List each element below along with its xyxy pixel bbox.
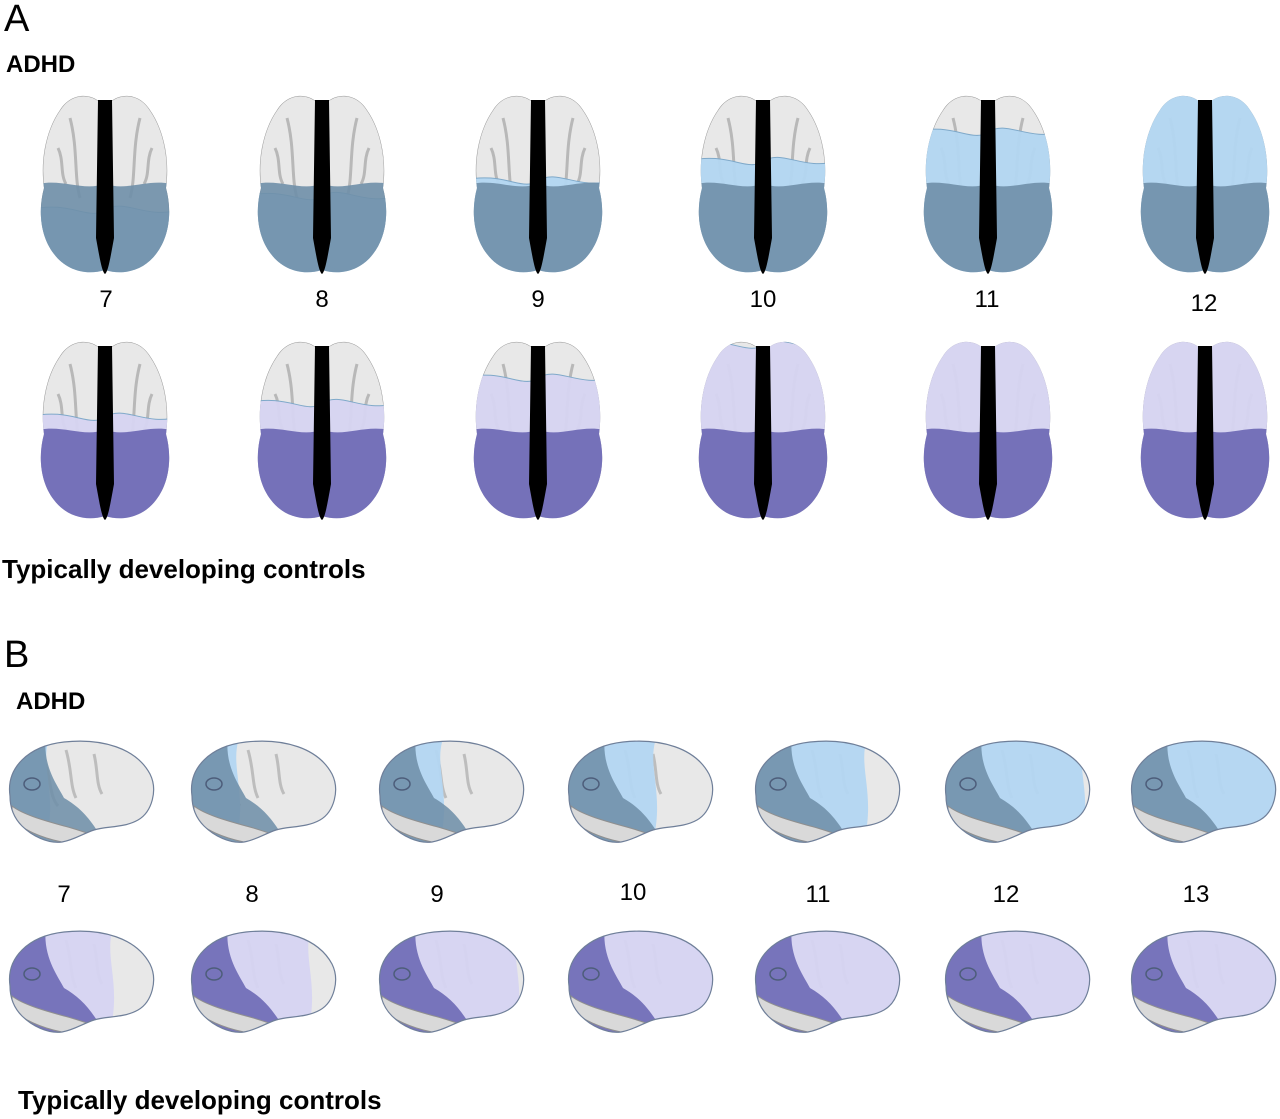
- control-axial-brain-age-9: [473, 341, 603, 520]
- panel-b-letter: B: [4, 634, 30, 676]
- panel-a-age-label: 8: [315, 286, 329, 313]
- panel-b-age-label: 12: [992, 881, 1020, 908]
- adhd-axial-brain-age-12: [1140, 95, 1270, 274]
- panel-a-age-label: 10: [749, 286, 777, 313]
- control-lateral-brain-age-10: [567, 930, 714, 1033]
- panel-b-controls-label: Typically developing controls: [18, 1085, 382, 1115]
- panel-b-age-label: 10: [619, 879, 647, 906]
- panel-b-age-label: 11: [805, 881, 831, 908]
- panel-a-adhd-label: ADHD: [6, 51, 76, 78]
- control-axial-brain-age-11: [923, 341, 1053, 520]
- adhd-axial-brain-age-11: [923, 95, 1053, 274]
- panel-a-age-label: 9: [531, 286, 545, 313]
- adhd-axial-brain-age-10: [698, 95, 828, 274]
- adhd-axial-brain-age-7: [40, 95, 170, 274]
- panel-a-age-label: 7: [99, 286, 113, 313]
- control-axial-brain-age-12: [1140, 341, 1270, 520]
- panel-b-age-label: 9: [430, 881, 444, 908]
- adhd-axial-brain-age-8: [257, 95, 387, 274]
- panel-a-age-label: 12: [1190, 290, 1218, 317]
- control-lateral-brain-age-11: [754, 930, 901, 1033]
- panel-a-letter: A: [4, 0, 30, 40]
- adhd-lateral-brain-age-9: [378, 740, 525, 843]
- control-lateral-brain-age-13: [1130, 930, 1277, 1033]
- adhd-lateral-brain-age-13: [1130, 740, 1277, 843]
- adhd-lateral-brain-age-10: [567, 740, 714, 843]
- panel-b-adhd-label: ADHD: [16, 688, 86, 715]
- control-lateral-brain-age-9: [378, 930, 525, 1033]
- control-axial-brain-age-8: [257, 341, 387, 520]
- control-lateral-brain-age-12: [944, 930, 1091, 1033]
- adhd-lateral-brain-age-7: [8, 740, 155, 843]
- panel-a-controls-label: Typically developing controls: [2, 554, 366, 584]
- adhd-lateral-brain-age-8: [190, 740, 337, 843]
- adhd-lateral-brain-age-11: [754, 740, 901, 843]
- control-axial-brain-age-7: [40, 341, 170, 520]
- adhd-lateral-brain-age-12: [944, 740, 1091, 843]
- control-axial-brain-age-10: [698, 341, 828, 520]
- panel-b-age-label: 7: [57, 881, 71, 908]
- control-lateral-brain-age-8: [190, 930, 337, 1033]
- panel-a-age-label: 11: [974, 286, 1000, 313]
- adhd-axial-brain-age-9: [473, 95, 603, 274]
- control-lateral-brain-age-7: [8, 930, 155, 1033]
- panel-b-age-label: 8: [245, 881, 259, 908]
- panel-b-age-label: 13: [1182, 881, 1210, 908]
